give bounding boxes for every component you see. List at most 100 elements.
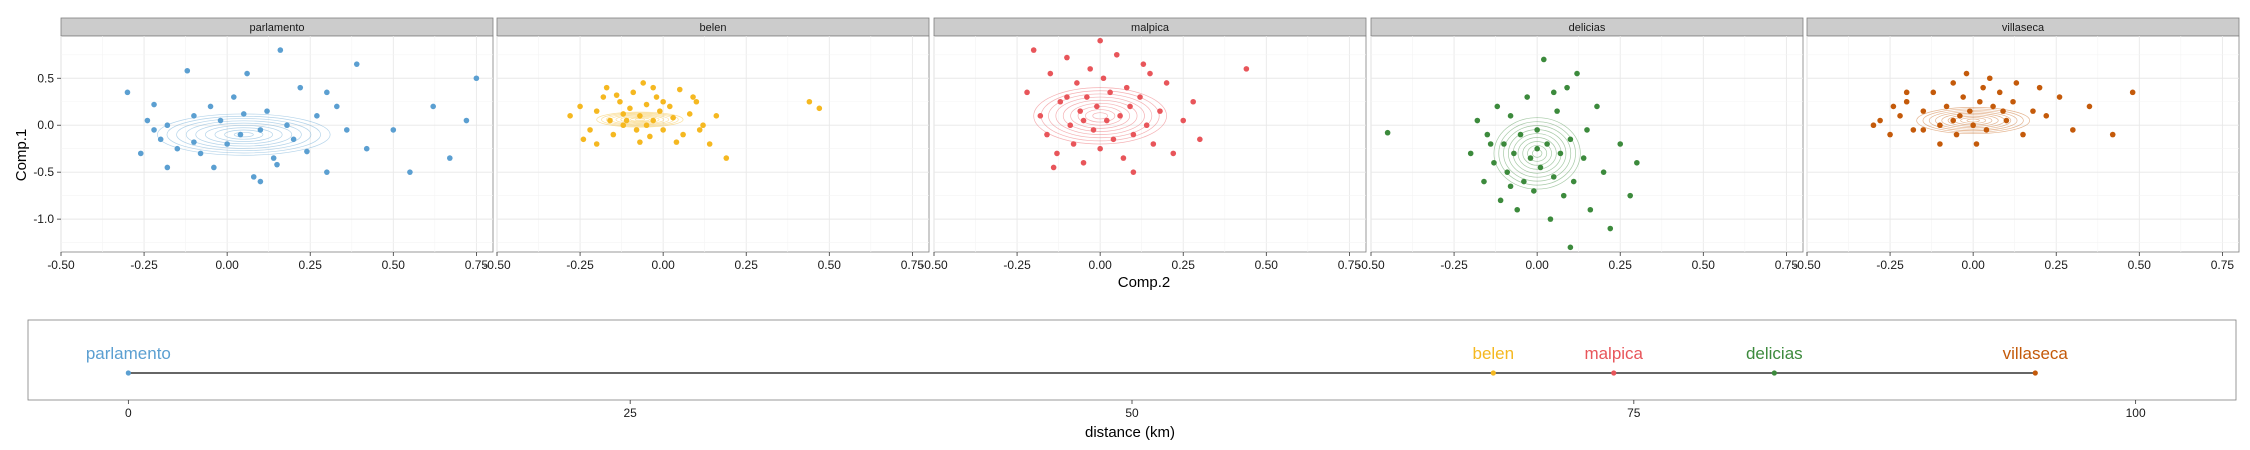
x-tick-label: 0.25 <box>1609 258 1633 272</box>
scatter-point <box>1930 89 1937 96</box>
scatter-point <box>244 70 250 77</box>
scatter-point <box>231 94 237 100</box>
site-point <box>1490 370 1496 376</box>
scatter-point <box>630 89 637 96</box>
scatter-point <box>693 98 700 105</box>
density-contour <box>214 127 273 142</box>
scatter-point <box>1567 244 1574 251</box>
scatter-point <box>314 113 320 119</box>
density-contour <box>1916 107 2030 135</box>
scatter-point <box>1554 108 1560 114</box>
scatter-point <box>274 161 280 168</box>
scatter-point <box>1507 183 1514 190</box>
scatter-point <box>1920 127 1927 133</box>
scatter-point <box>430 103 436 110</box>
site-villaseca: villaseca <box>2003 344 2068 376</box>
scatter-point <box>1627 192 1633 199</box>
panel-background <box>1806 35 2240 253</box>
x-tick-label: 0.00 <box>1525 258 1549 272</box>
site-point <box>125 370 131 376</box>
scatter-point <box>1044 131 1050 138</box>
x-tick-label: 0.50 <box>2128 258 2152 272</box>
scatter-point <box>593 141 600 147</box>
scatter-point <box>1123 84 1130 91</box>
x-tick-label: -0.25 <box>566 258 594 272</box>
site-point <box>1771 370 1777 376</box>
x-tick-label: 0.50 <box>818 258 842 272</box>
x-tick-label: 0.25 <box>1172 258 1196 272</box>
x-tick-label: -0.50 <box>920 258 948 272</box>
scatter-point <box>637 139 643 145</box>
scatter-point <box>806 98 813 105</box>
scatter-point <box>407 169 413 175</box>
scatter-point <box>1594 103 1600 110</box>
x-tick-label: 0.50 <box>382 258 406 272</box>
scatter-point <box>1047 70 1054 77</box>
density-contour <box>195 122 293 147</box>
scatter-point <box>2036 84 2043 91</box>
density-contour <box>1085 109 1116 123</box>
scatter-point <box>1113 51 1120 58</box>
scatter-point <box>1980 84 1986 91</box>
scatter-point <box>1550 89 1557 96</box>
scatter-point <box>1243 66 1250 72</box>
facet-panel-delicias: delicias -0.50 -0.25 0.00 0.25 0.50 0.75 <box>1357 17 1804 272</box>
scatter-point <box>1094 103 1100 110</box>
scatter-point <box>620 111 627 117</box>
scatter-point <box>1050 164 1057 171</box>
scatter-point <box>1534 127 1540 133</box>
density-contour <box>1935 111 2012 130</box>
x-tick-label: -0.25 <box>1876 258 1904 272</box>
scatter-point <box>1937 122 1943 129</box>
distance-panel-background <box>27 319 2237 401</box>
x-tick-label: -0.50 <box>1793 258 1821 272</box>
distance-x-ticks: 0 25 50 75 100 <box>125 400 2146 420</box>
x-axis-ticks: -0.50 -0.25 0.00 0.25 0.50 0.75 <box>920 252 1361 272</box>
scatter-point <box>264 108 270 114</box>
scatter-point <box>250 174 257 180</box>
scatter-point <box>1117 113 1123 119</box>
distance-axis-title: distance (km) <box>1085 424 1175 441</box>
scatter-point <box>670 114 676 121</box>
site-malpica: malpica <box>1584 344 1644 376</box>
x-axis-ticks: -0.50 -0.25 0.00 0.25 0.50 0.75 <box>1793 252 2234 272</box>
scatter-point <box>603 84 610 91</box>
scatter-point <box>587 127 593 133</box>
scatter-point <box>1140 61 1147 67</box>
scatter-point <box>1487 141 1494 147</box>
scatter-point <box>343 127 350 133</box>
scatter-point <box>334 103 340 110</box>
density-contour <box>1033 87 1167 145</box>
facet-panel-malpica: malpica -0.50 -0.25 0.00 0.25 0.50 0.75 <box>920 17 1367 272</box>
density-contour <box>233 131 254 138</box>
scatter-point <box>1890 103 1897 110</box>
x-tick-label: 0.25 <box>2045 258 2069 272</box>
scatter-point <box>463 117 470 124</box>
scatter-point <box>1090 127 1097 133</box>
scatter-point <box>2003 117 2010 124</box>
scatter-point <box>2070 127 2076 133</box>
points-belen <box>567 80 823 161</box>
scatter-point <box>277 47 284 53</box>
y-tick-label: 0.5 <box>37 71 54 85</box>
scatter-point <box>137 150 144 157</box>
x-tick-label: -0.25 <box>1440 258 1468 272</box>
scatter-point <box>1580 155 1587 161</box>
scatter-point <box>1534 145 1540 152</box>
scatter-point <box>324 89 330 96</box>
scatter-point <box>1150 141 1157 147</box>
scatter-point <box>257 178 264 185</box>
scatter-point <box>240 111 247 117</box>
scatter-point <box>1977 98 1983 105</box>
scatter-point <box>1074 80 1080 86</box>
scatter-point <box>1584 127 1590 133</box>
scatter-point <box>151 127 157 133</box>
x-axis-ticks: -0.50 -0.25 0.00 0.25 0.50 0.75 <box>483 252 924 272</box>
scatter-point <box>1953 131 1960 138</box>
site-belen: belen <box>1473 344 1514 376</box>
facet-strip-label: villaseca <box>2002 22 2045 34</box>
scatter-point <box>237 131 244 138</box>
x-axis-ticks: -0.50 -0.25 0.00 0.25 0.50 0.75 <box>1357 252 1798 272</box>
scatter-point <box>1617 141 1624 147</box>
scatter-point <box>1996 89 2003 96</box>
